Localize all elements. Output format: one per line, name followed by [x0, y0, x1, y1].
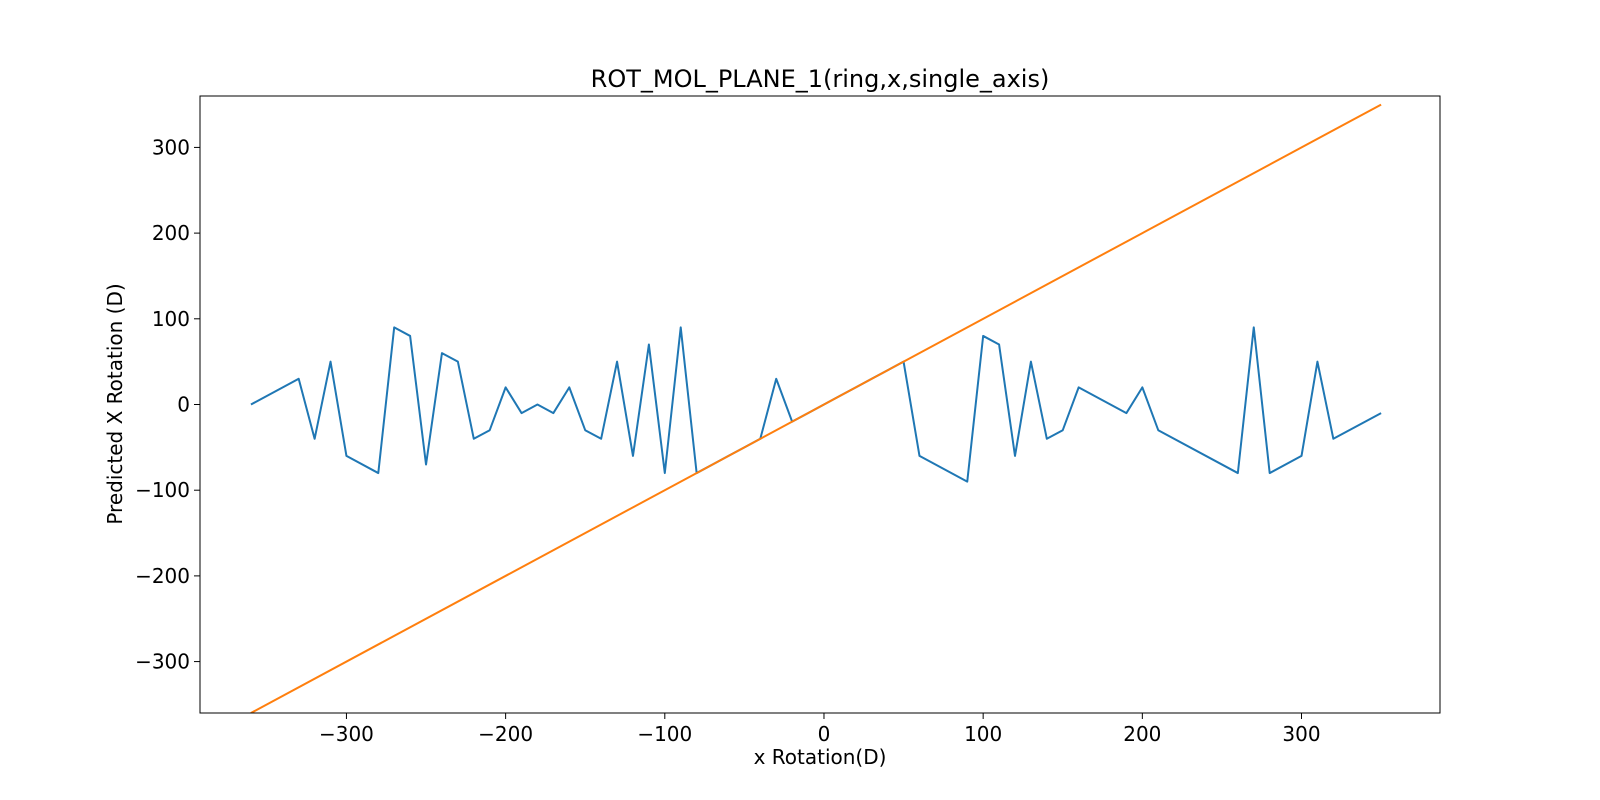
chart-title: ROT_MOL_PLANE_1(ring,x,single_axis) [591, 65, 1050, 93]
x-tick-label: 100 [964, 722, 1002, 746]
y-tick-label: −100 [135, 478, 190, 502]
y-tick-label: 200 [152, 221, 190, 245]
y-tick-label: 300 [152, 135, 190, 159]
x-axis-label: x Rotation(D) [754, 745, 887, 769]
x-axis: −300 −200 −100 0 100 200 300 [319, 713, 1321, 746]
series-line-1 [250, 326, 1382, 483]
y-tick-label: 0 [177, 393, 190, 417]
series-line-2 [250, 103, 1382, 713]
y-axis-label: Predicted X Rotation (D) [103, 283, 127, 524]
y-tick-label: 100 [152, 307, 190, 331]
x-tick-label: −300 [319, 722, 374, 746]
y-tick-label: −300 [135, 650, 190, 674]
x-tick-label: −100 [637, 722, 692, 746]
x-tick-label: 0 [818, 722, 831, 746]
y-axis: −300 −200 −100 0 100 200 300 [135, 135, 200, 674]
x-tick-label: −200 [478, 722, 533, 746]
series-layer [250, 103, 1382, 713]
y-tick-label: −200 [135, 564, 190, 588]
x-tick-label: 300 [1282, 722, 1320, 746]
x-tick-label: 200 [1123, 722, 1161, 746]
